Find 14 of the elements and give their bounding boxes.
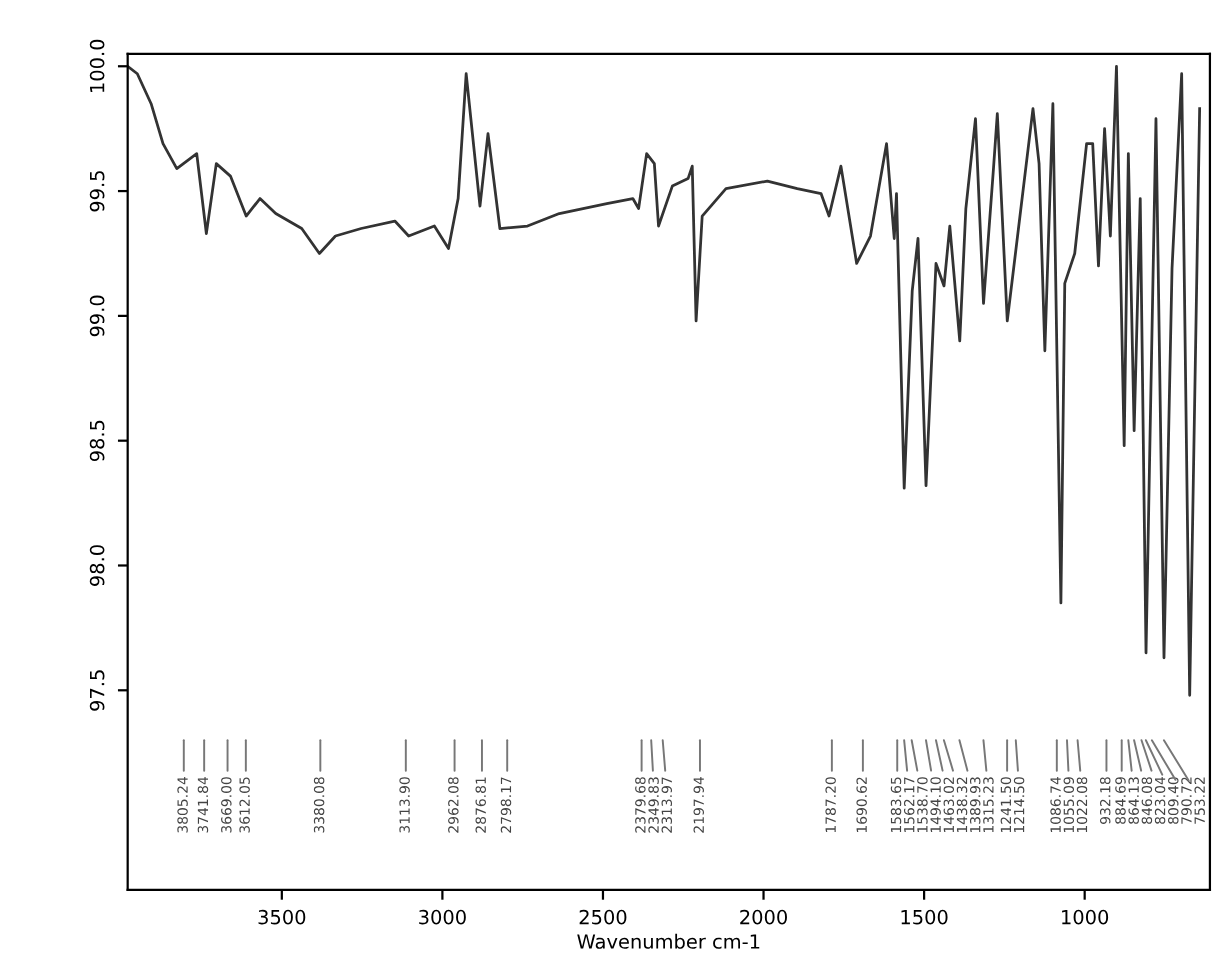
x-tick-label: 3500: [258, 909, 306, 925]
y-tick-label: 99.0: [89, 295, 105, 337]
x-axis-title: Wavenumber cm-1: [577, 933, 760, 949]
y-tick-label: 98.0: [89, 545, 105, 586]
y-tick-label: 97.5: [89, 670, 105, 711]
x-tick-label: 3000: [419, 909, 466, 925]
x-tick-label: 1000: [1062, 909, 1109, 925]
x-tick-label: 2000: [740, 909, 787, 925]
y-tick-label: 100.0: [89, 39, 105, 92]
line-series: [127, 64, 1202, 697]
x-tick-label: 2500: [579, 909, 627, 925]
y-tick-label: 98.5: [89, 420, 105, 462]
y-tick-label: 99.5: [89, 171, 105, 212]
x-tick-label: 1500: [901, 909, 948, 925]
